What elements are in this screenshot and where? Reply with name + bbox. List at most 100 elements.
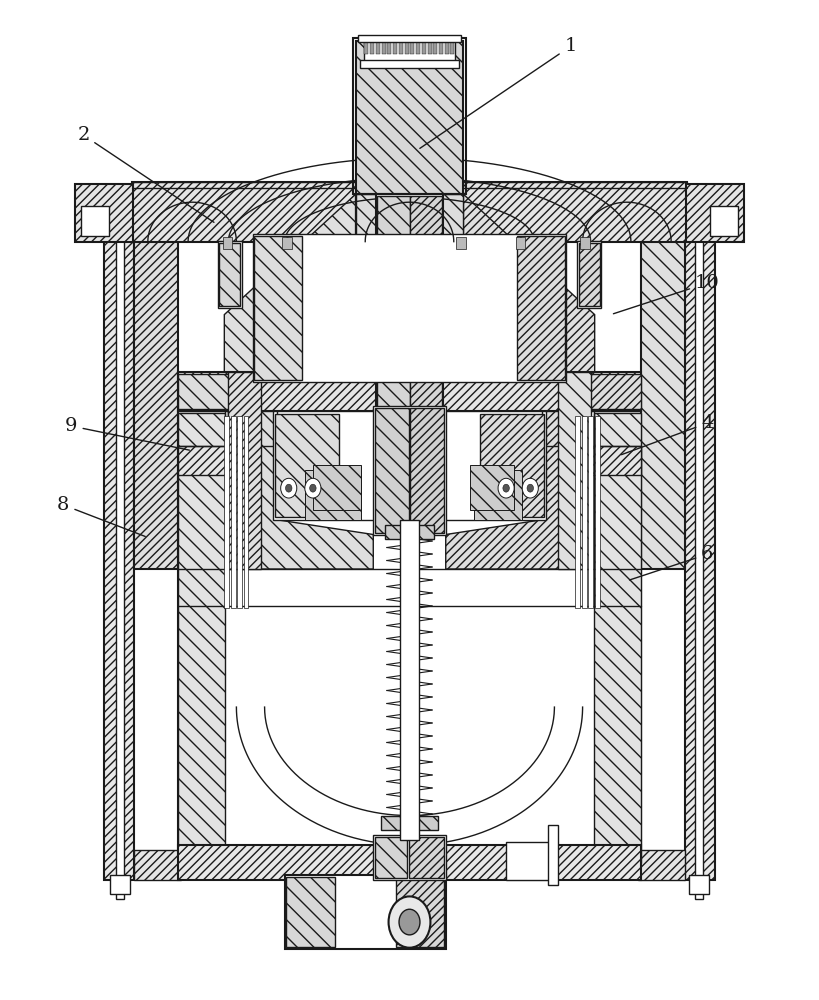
Bar bbox=[218, 241, 242, 308]
Bar bbox=[456, 237, 466, 249]
Bar bbox=[373, 406, 446, 535]
Bar bbox=[393, 43, 397, 54]
Bar bbox=[548, 825, 558, 885]
Bar bbox=[445, 43, 449, 54]
Bar bbox=[450, 43, 455, 54]
Circle shape bbox=[498, 478, 514, 498]
Bar bbox=[480, 414, 544, 517]
Bar bbox=[364, 41, 455, 66]
Bar bbox=[580, 237, 590, 249]
Bar bbox=[305, 470, 361, 520]
Bar bbox=[273, 411, 546, 520]
Bar bbox=[428, 43, 432, 54]
Bar bbox=[594, 413, 640, 863]
Bar bbox=[577, 241, 601, 308]
Text: 6: 6 bbox=[630, 545, 713, 580]
Bar bbox=[578, 243, 600, 306]
Bar bbox=[254, 236, 302, 380]
Circle shape bbox=[527, 484, 533, 492]
Bar bbox=[179, 845, 640, 880]
Bar bbox=[516, 237, 526, 249]
Bar bbox=[179, 372, 640, 411]
Bar bbox=[179, 446, 640, 475]
Bar bbox=[396, 877, 444, 947]
Bar bbox=[416, 43, 420, 54]
Text: 10: 10 bbox=[613, 274, 720, 314]
Bar bbox=[231, 416, 236, 608]
Polygon shape bbox=[446, 411, 590, 569]
Bar bbox=[387, 43, 391, 54]
Bar bbox=[229, 372, 260, 569]
Bar bbox=[355, 41, 464, 194]
Bar bbox=[375, 408, 409, 533]
Circle shape bbox=[523, 478, 538, 498]
Text: 9: 9 bbox=[65, 417, 189, 450]
Bar bbox=[353, 38, 466, 194]
Bar bbox=[695, 229, 704, 899]
Bar bbox=[588, 416, 593, 608]
Bar bbox=[410, 43, 414, 54]
Bar bbox=[474, 470, 523, 520]
Bar bbox=[275, 414, 339, 517]
Bar bbox=[382, 43, 386, 54]
Bar bbox=[355, 194, 464, 372]
Bar bbox=[517, 236, 565, 380]
Bar bbox=[81, 206, 109, 236]
Bar bbox=[132, 182, 687, 242]
Circle shape bbox=[399, 909, 420, 935]
Bar bbox=[75, 184, 133, 242]
Text: 8: 8 bbox=[57, 496, 145, 536]
Bar bbox=[110, 875, 130, 894]
Bar bbox=[179, 413, 225, 863]
Bar bbox=[410, 196, 441, 478]
Bar bbox=[399, 43, 403, 54]
Bar bbox=[375, 837, 407, 878]
Bar bbox=[224, 416, 229, 608]
Bar bbox=[689, 875, 709, 894]
Circle shape bbox=[305, 478, 321, 498]
Circle shape bbox=[388, 896, 431, 948]
Bar bbox=[358, 35, 461, 42]
Polygon shape bbox=[229, 411, 373, 569]
Bar bbox=[382, 816, 437, 830]
Bar bbox=[568, 374, 640, 409]
Bar bbox=[409, 837, 444, 878]
Circle shape bbox=[286, 484, 292, 492]
Bar bbox=[410, 408, 444, 533]
Polygon shape bbox=[464, 194, 595, 372]
Circle shape bbox=[503, 484, 509, 492]
Bar bbox=[238, 416, 242, 608]
Bar bbox=[378, 196, 410, 478]
Bar bbox=[179, 374, 251, 409]
Bar bbox=[103, 234, 134, 880]
Bar bbox=[576, 416, 580, 608]
Circle shape bbox=[281, 478, 296, 498]
Bar bbox=[640, 239, 685, 569]
Bar bbox=[386, 525, 433, 539]
Bar bbox=[370, 43, 374, 54]
Bar bbox=[287, 877, 335, 947]
Bar bbox=[360, 60, 459, 68]
Bar bbox=[559, 372, 590, 569]
Circle shape bbox=[310, 484, 316, 492]
Bar bbox=[134, 850, 181, 880]
Bar bbox=[685, 234, 716, 880]
Bar bbox=[422, 43, 426, 54]
Bar bbox=[115, 229, 124, 899]
Bar bbox=[179, 411, 640, 865]
Bar bbox=[638, 850, 685, 880]
Bar bbox=[439, 43, 443, 54]
Bar bbox=[686, 184, 744, 242]
Bar bbox=[376, 194, 443, 480]
Bar bbox=[400, 520, 419, 840]
Bar bbox=[223, 237, 233, 249]
Bar bbox=[376, 43, 380, 54]
Bar bbox=[252, 234, 567, 382]
Bar bbox=[283, 237, 292, 249]
Bar bbox=[405, 43, 409, 54]
Bar bbox=[595, 416, 600, 608]
Polygon shape bbox=[224, 194, 355, 372]
Bar bbox=[581, 416, 586, 608]
Bar bbox=[134, 239, 179, 569]
Bar bbox=[506, 842, 554, 880]
